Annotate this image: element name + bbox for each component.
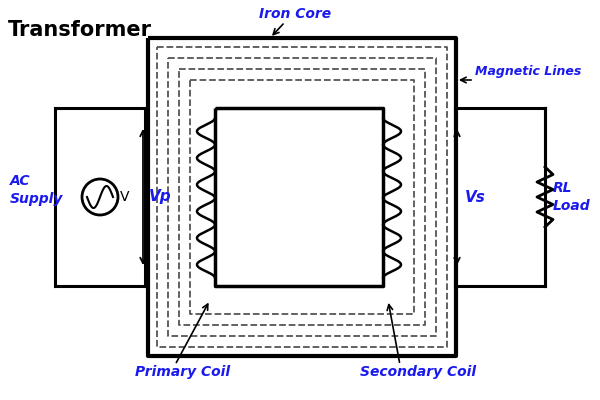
Text: V: V [120, 190, 130, 204]
Text: Primary Coil: Primary Coil [135, 365, 230, 379]
Text: RL
Load: RL Load [553, 181, 590, 213]
Text: Transformer: Transformer [8, 20, 152, 40]
Text: Vs: Vs [465, 190, 486, 204]
Text: Vp: Vp [149, 190, 172, 204]
Text: Secondary Coil: Secondary Coil [360, 365, 476, 379]
Text: Iron Core: Iron Core [259, 7, 331, 21]
Text: AC
Supply: AC Supply [10, 174, 64, 206]
Text: Magnetic Lines: Magnetic Lines [475, 66, 581, 78]
